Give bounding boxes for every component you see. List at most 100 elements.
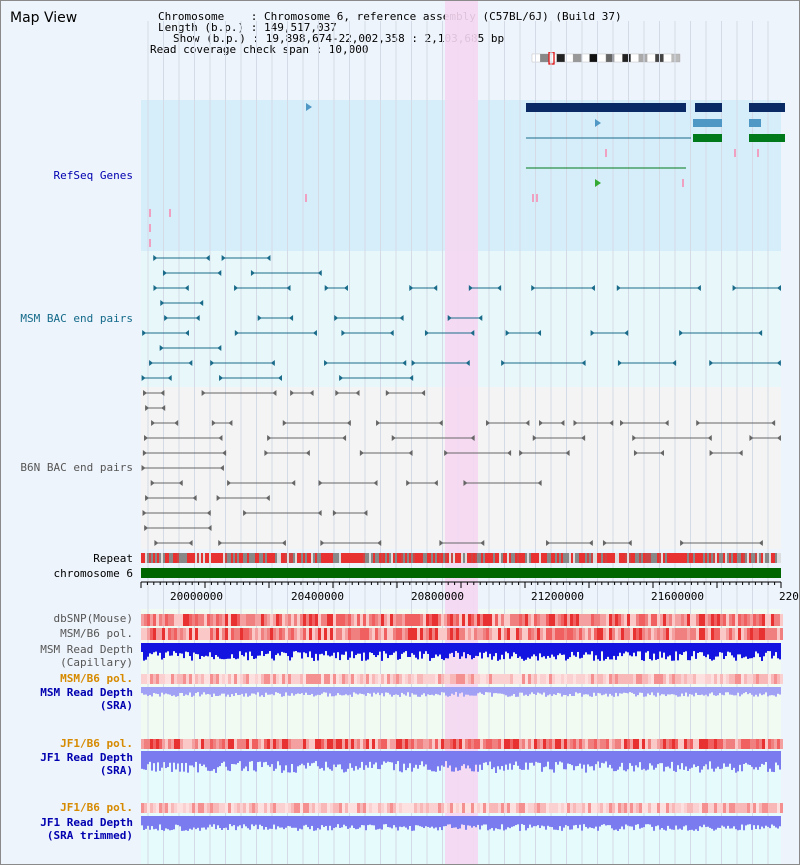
msm-depth-sra-bar — [429, 687, 431, 696]
msm-depth-sra-bar — [273, 687, 275, 696]
jf1-b6-pol-bar — [333, 739, 336, 749]
dbsnp-bar — [654, 614, 657, 626]
jf1-depth-trimmed-bar — [229, 816, 231, 825]
jf1-b6-pol-2-bar — [639, 803, 642, 813]
jf1-depth-trimmed-bar — [217, 816, 219, 826]
msm-depth-sra-bar — [547, 687, 549, 696]
msm-b6-pol-bar — [306, 628, 309, 640]
msm-b6-pol-bar — [489, 628, 492, 640]
jf1-depth-bar — [541, 751, 543, 772]
msm-depth-sra-bar — [637, 687, 639, 696]
dbsnp-bar — [699, 614, 702, 626]
jf1-b6-pol-2-bar — [204, 803, 207, 813]
jf1-b6-pol-bar — [237, 739, 240, 749]
msm-depth-capillary-bar — [473, 643, 475, 658]
dbsnp-bar — [633, 614, 636, 626]
dbsnp-bar — [438, 614, 441, 626]
msm-depth-sra-bar — [437, 687, 439, 695]
jf1-depth-trimmed-bar — [213, 816, 215, 825]
jf1-b6-pol-bar — [738, 739, 741, 749]
msm-depth-sra-bar — [217, 687, 219, 697]
jf1-depth-trimmed-bar — [611, 816, 613, 829]
repeat-segment — [639, 553, 641, 563]
msm-depth-sra-bar — [523, 687, 525, 696]
b6n-bac-pair-end — [777, 435, 781, 441]
jf1-b6-pol-2-bar — [339, 803, 342, 813]
repeat-segment — [729, 553, 731, 563]
dbsnp-bar — [726, 614, 729, 626]
jf1-b6-pol-2-bar — [750, 803, 753, 813]
msm-depth-capillary-bar — [737, 643, 739, 655]
jf1-depth-trimmed-bar — [729, 816, 731, 829]
jf1-depth-trimmed-bar — [307, 816, 309, 828]
dbsnp-bar — [747, 614, 750, 626]
msm-depth-sra-bar — [725, 687, 727, 693]
msm-b6-pol-bar — [264, 628, 267, 640]
dbsnp-bar — [672, 614, 675, 626]
jf1-b6-pol-2-bar — [774, 803, 777, 813]
jf1-depth-trimmed-bar — [153, 816, 155, 830]
msm-depth-sra-bar — [363, 687, 365, 695]
jf1-depth-trimmed-bar — [165, 816, 167, 829]
dbsnp-bar — [570, 614, 573, 626]
msm-bac-pair-end — [286, 285, 291, 291]
jf1-depth-trimmed-bar — [181, 816, 183, 831]
msm-depth-capillary-bar — [373, 643, 375, 656]
msm-b6-pol-bar — [372, 628, 375, 640]
jf1-depth-bar — [207, 751, 209, 771]
msm-b6-pol-bar — [393, 628, 396, 640]
jf1-depth-trimmed-bar — [671, 816, 673, 830]
b6n-bac-pair-end — [161, 405, 166, 411]
jf1-depth-bar — [361, 751, 363, 762]
jf1-depth-bar — [657, 751, 659, 765]
jf1-b6-pol-bar — [606, 739, 609, 749]
jf1-depth-trimmed-bar — [523, 816, 525, 825]
repeat-segment — [183, 553, 185, 563]
repeat-segment — [705, 553, 707, 563]
dbsnp-bar — [627, 614, 630, 626]
msm-depth-capillary-bar — [715, 643, 717, 657]
msm-depth-capillary-bar — [279, 643, 281, 656]
msm-depth-sra-bar — [281, 687, 283, 697]
jf1-b6-pol-bar — [453, 739, 456, 749]
msm-b6-pol-bar — [762, 628, 765, 640]
jf1-b6-pol-bar — [708, 739, 711, 749]
jf1-b6-pol-2-bar — [354, 803, 357, 813]
repeat-segment — [445, 553, 447, 563]
dbsnp-bar — [597, 614, 600, 626]
msm-b6-pol-bar — [201, 628, 204, 640]
msm-b6-pol-bar — [636, 628, 639, 640]
repeat-segment — [491, 553, 493, 563]
jf1-b6-pol-2-bar — [177, 803, 180, 813]
msm-b6-pol-2-bar — [219, 674, 222, 684]
jf1-depth-bar — [507, 751, 509, 770]
dbsnp-bar — [555, 614, 558, 626]
jf1-b6-pol-2-bar — [729, 803, 732, 813]
b6n-bac-pair-end — [265, 495, 270, 501]
jf1-depth-trimmed-bar — [145, 816, 147, 829]
msm-b6-pol-2-bar — [762, 674, 765, 684]
jf1-b6-pol-bar — [360, 739, 363, 749]
jf1-depth-bar — [147, 751, 149, 765]
msm-depth-capillary-bar — [441, 643, 443, 659]
msm-depth-capillary-bar — [345, 643, 347, 652]
msm-depth-sra-bar — [691, 687, 693, 695]
msm-depth-sra-bar — [533, 687, 535, 694]
repeat-segment — [275, 553, 277, 563]
msm-depth-capillary-bar — [377, 643, 379, 656]
jf1-depth-trimmed-bar — [597, 816, 599, 831]
jf1-depth-trimmed-bar — [701, 816, 703, 828]
msm-b6-pol-bar — [285, 628, 288, 640]
jf1-depth-trimmed-bar — [733, 816, 735, 827]
jf1-depth-bar — [619, 751, 621, 767]
msm-depth-sra-bar — [767, 687, 769, 697]
msm-b6-pol-bar — [462, 628, 465, 640]
msm-depth-capillary-bar — [591, 643, 593, 652]
msm-b6-pol-bar — [624, 628, 627, 640]
jf1-depth-trimmed-bar — [737, 816, 739, 831]
repeat-segment — [627, 553, 629, 563]
jf1-depth-trimmed-bar — [709, 816, 711, 828]
msm-b6-pol-2-bar — [537, 674, 540, 684]
jf1-depth-trimmed-bar — [607, 816, 609, 826]
